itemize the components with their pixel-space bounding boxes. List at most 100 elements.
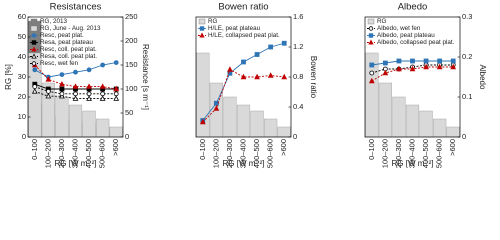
marker-triangle <box>267 72 274 78</box>
marker-square <box>59 86 65 92</box>
bar <box>419 110 433 138</box>
marker-triangle <box>227 66 233 72</box>
x-tick-label: 300–400 <box>70 139 79 168</box>
panel-title: Resistances <box>50 2 102 13</box>
marker-triangle <box>45 76 52 82</box>
bar <box>264 118 278 138</box>
panel-title: Bowen ratio <box>218 2 268 13</box>
bar <box>250 110 264 138</box>
marker-triangle <box>409 65 416 72</box>
y2-tick-label: 0.4 <box>293 102 303 111</box>
marker-triangle <box>45 92 52 99</box>
marker-square <box>241 59 246 65</box>
marker-square <box>396 58 402 64</box>
marker-triangle <box>240 73 247 80</box>
x-tick-label: 500–600 <box>98 139 107 168</box>
legend-label: Resc, wet fen <box>40 60 79 67</box>
y2-tick-label: 0 <box>462 132 466 141</box>
marker-triangle <box>199 32 205 38</box>
y2-tick-label: 100 <box>125 84 138 93</box>
y2-tick-label: 1.6 <box>293 12 303 21</box>
legend-label: Resa, coll. peat plat. <box>40 53 97 60</box>
figure: Resistances 0 10 20 30 40 50 60 0 50 100 150 200 250 0… <box>4 2 487 169</box>
marker-circle <box>100 91 106 97</box>
y2-tick-label: 250 <box>125 12 138 21</box>
bar <box>405 104 420 138</box>
x-tick-label: 0–100 <box>198 139 207 160</box>
marker-triangle <box>86 83 92 89</box>
x-tick-label: 0–100 <box>30 139 39 160</box>
bar <box>68 104 83 138</box>
marker-triangle <box>86 95 92 101</box>
bar <box>82 110 96 138</box>
y2-axis-label: Bowen ratio <box>309 56 318 99</box>
marker-square <box>410 58 415 64</box>
y-axis-label: RG [%] <box>4 64 13 90</box>
panel-title: Albedo <box>398 2 428 13</box>
marker-square <box>368 33 374 38</box>
y-tick-label: 50 <box>18 32 26 41</box>
x-tick-label: 200–300 <box>225 139 234 168</box>
legend-label: H/LE, collapsed peat plat. <box>208 32 280 39</box>
legend-swatch <box>367 18 375 25</box>
y2-tick-label: 0.3 <box>462 12 472 21</box>
bar <box>433 118 447 138</box>
legend-label: RG <box>208 18 218 25</box>
y-tick-label: 40 <box>18 52 26 61</box>
marker-circle <box>369 70 375 76</box>
marker-circle <box>31 33 37 38</box>
y2-tick-label: 0 <box>293 132 297 141</box>
legend-swatch <box>198 18 206 25</box>
x-tick-label: >600 <box>111 139 120 156</box>
x-tick-label: 200–300 <box>57 139 66 168</box>
legend-label: Resc, peat plat. <box>40 32 84 39</box>
bar <box>236 104 251 138</box>
x-tick-label: 400–500 <box>84 139 93 168</box>
marker-circle <box>113 91 119 97</box>
marker-triangle <box>99 83 106 89</box>
x-tick-label: 400–500 <box>252 139 261 168</box>
marker-circle <box>73 91 78 97</box>
marker-circle <box>86 67 92 73</box>
x-tick-label: 300–400 <box>238 139 247 168</box>
legend-label: Albedo, peat plateau <box>377 32 435 39</box>
bar <box>109 126 123 138</box>
marker-circle <box>32 67 38 73</box>
marker-circle <box>100 62 106 68</box>
legend-label: H/LE, peat plateau <box>208 25 261 32</box>
marker-triangle <box>281 73 288 80</box>
y2-axis-label: Albedo <box>478 65 487 90</box>
marker-triangle <box>113 85 120 92</box>
marker-square <box>369 62 375 68</box>
marker-square <box>199 26 205 31</box>
marker-square <box>450 58 456 64</box>
x-tick-label: 200–300 <box>394 139 403 168</box>
marker-triangle <box>450 63 457 70</box>
y2-axis-label: Resistance [s m⁻¹] <box>141 44 150 110</box>
marker-square <box>423 58 429 64</box>
x-tick-label: 100–200 <box>211 139 220 168</box>
marker-square <box>31 40 37 45</box>
legend-label: RG, June - Aug. 2013 <box>40 25 101 32</box>
marker-triangle <box>31 88 38 94</box>
marker-triangle <box>436 63 443 70</box>
marker-triangle <box>72 95 79 101</box>
x-tick-label: 500–600 <box>435 139 444 168</box>
marker-square <box>254 52 260 57</box>
y2-tick-label: 1.2 <box>293 42 303 51</box>
y2-tick-label: 0 <box>125 132 129 141</box>
marker-triangle <box>31 53 37 59</box>
marker-circle <box>32 84 38 89</box>
marker-circle <box>368 26 374 31</box>
marker-triangle <box>382 69 389 76</box>
bar <box>446 126 460 138</box>
x-tick-label: 300–400 <box>407 139 416 168</box>
y2-tick-label: 200 <box>125 36 138 45</box>
legend-label: RG, 2013 <box>40 18 67 25</box>
bar <box>392 96 406 138</box>
marker-triangle <box>113 95 120 101</box>
marker-triangle <box>368 77 375 84</box>
y-tick-label: 0 <box>22 132 26 141</box>
marker-square <box>382 60 388 66</box>
x-axis-label: RG [W m⁻²] <box>223 159 265 168</box>
